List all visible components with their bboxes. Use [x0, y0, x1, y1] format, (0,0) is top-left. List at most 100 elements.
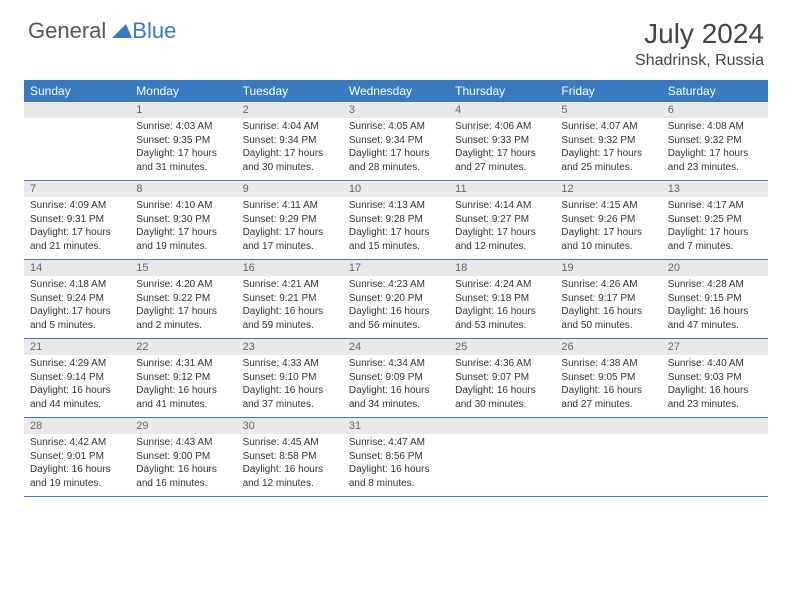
day-number: 5 — [555, 102, 661, 118]
daylight-line: and 10 minutes. — [561, 240, 655, 254]
day-number: 26 — [555, 339, 661, 355]
sunrise-line: Sunrise: 4:20 AM — [136, 278, 230, 292]
sunset-line: Sunset: 9:27 PM — [455, 213, 549, 227]
day-cell: 24Sunrise: 4:34 AMSunset: 9:09 PMDayligh… — [343, 339, 449, 417]
week-row: 28 Sunrise: 4:42 AMSunset: 9:01 PM Dayligh… — [24, 418, 768, 497]
day-cell: 27Sunrise: 4:40 AMSunset: 9:03 PMDayligh… — [662, 339, 768, 417]
sunset-line: Sunset: 9:15 PM — [668, 292, 762, 306]
sunrise-line: Sunrise: 4:42 AM — [30, 436, 124, 450]
day-cell: 20Sunrise: 4:28 AMSunset: 9:15 PMDayligh… — [662, 260, 768, 338]
daylight-line: and 23 minutes. — [668, 161, 762, 175]
sunset-line: Sunset: 9:09 PM — [349, 371, 443, 385]
sunset-line: Sunset: 9:01 PM — [30, 450, 124, 464]
day-number — [24, 102, 130, 118]
daylight-line: and 50 minutes. — [561, 319, 655, 333]
sunset-line: Sunset: 9:00 PM — [136, 450, 230, 464]
sunset-line: Sunset: 9:14 PM — [30, 371, 124, 385]
day-number: 7 — [24, 181, 130, 197]
day-number: 28 — [24, 418, 130, 434]
day-number: 8 — [130, 181, 236, 197]
week-row: 21 Sunrise: 4:29 AMSunset: 9:14 PM Dayligh… — [24, 339, 768, 418]
daylight-line: Daylight: 16 hours — [455, 384, 549, 398]
day-number: 25 — [449, 339, 555, 355]
day-cell: 12Sunrise: 4:15 AMSunset: 9:26 PMDayligh… — [555, 181, 661, 259]
day-number: 11 — [449, 181, 555, 197]
daylight-line: and 12 minutes. — [455, 240, 549, 254]
daylight-line: and 19 minutes. — [136, 240, 230, 254]
day-cell: 9Sunrise: 4:11 AMSunset: 9:29 PMDaylight… — [237, 181, 343, 259]
day-cell: 14Sunrise: 4:18 AMSunset: 9:24 PMDayligh… — [24, 260, 130, 338]
sunrise-line: Sunrise: 4:03 AM — [136, 120, 230, 134]
day-number: 9 — [237, 181, 343, 197]
daylight-line: and 30 minutes. — [243, 161, 337, 175]
daylight-line: and 44 minutes. — [30, 398, 124, 412]
daylight-line: and 53 minutes. — [455, 319, 549, 333]
sunrise-line: Sunrise: 4:31 AM — [136, 357, 230, 371]
sunrise-line: Sunrise: 4:09 AM — [30, 199, 124, 213]
day-number: 21 — [24, 339, 130, 355]
day-cell — [555, 418, 661, 496]
sunrise-line: Sunrise: 4:10 AM — [136, 199, 230, 213]
daylight-line: Daylight: 16 hours — [349, 463, 443, 477]
daylight-line: Daylight: 17 hours — [136, 147, 230, 161]
daylight-line: Daylight: 17 hours — [136, 305, 230, 319]
daylight-line: Daylight: 16 hours — [455, 305, 549, 319]
day-number — [449, 418, 555, 434]
day-cell — [449, 418, 555, 496]
sunset-line: Sunset: 9:31 PM — [30, 213, 124, 227]
day-number: 17 — [343, 260, 449, 276]
logo-text-general: General — [28, 18, 106, 44]
day-cell: 13Sunrise: 4:17 AMSunset: 9:25 PMDayligh… — [662, 181, 768, 259]
daylight-line: Daylight: 17 hours — [561, 147, 655, 161]
day-number: 31 — [343, 418, 449, 434]
day-cell: 22Sunrise: 4:31 AMSunset: 9:12 PMDayligh… — [130, 339, 236, 417]
daylight-line: Daylight: 17 hours — [561, 226, 655, 240]
daylight-line: and 28 minutes. — [349, 161, 443, 175]
sunset-line: Sunset: 9:32 PM — [668, 134, 762, 148]
sunrise-line: Sunrise: 4:06 AM — [455, 120, 549, 134]
month-title: July 2024 — [635, 18, 764, 50]
day-cell: 26Sunrise: 4:38 AMSunset: 9:05 PMDayligh… — [555, 339, 661, 417]
daylight-line: Daylight: 16 hours — [668, 305, 762, 319]
day-number: 3 — [343, 102, 449, 118]
day-number: 18 — [449, 260, 555, 276]
daylight-line: Daylight: 16 hours — [243, 384, 337, 398]
week-row: 1Sunrise: 4:03 AMSunset: 9:35 PMDaylight… — [24, 102, 768, 181]
day-cell: 3Sunrise: 4:05 AMSunset: 9:34 PMDaylight… — [343, 102, 449, 180]
sunrise-line: Sunrise: 4:36 AM — [455, 357, 549, 371]
daylight-line: and 23 minutes. — [668, 398, 762, 412]
sunrise-line: Sunrise: 4:40 AM — [668, 357, 762, 371]
sunset-line: Sunset: 9:17 PM — [561, 292, 655, 306]
day-cell: 5Sunrise: 4:07 AMSunset: 9:32 PMDaylight… — [555, 102, 661, 180]
sunset-line: Sunset: 9:21 PM — [243, 292, 337, 306]
day-cell: 21Sunrise: 4:29 AMSunset: 9:14 PMDayligh… — [24, 339, 130, 417]
sunrise-line: Sunrise: 4:18 AM — [30, 278, 124, 292]
day-cell: 29Sunrise: 4:43 AMSunset: 9:00 PMDayligh… — [130, 418, 236, 496]
day-number — [662, 418, 768, 434]
day-cell — [662, 418, 768, 496]
day-number: 10 — [343, 181, 449, 197]
sunrise-line: Sunrise: 4:07 AM — [561, 120, 655, 134]
sunset-line: Sunset: 9:24 PM — [30, 292, 124, 306]
day-number: 23 — [237, 339, 343, 355]
sunset-line: Sunset: 9:29 PM — [243, 213, 337, 227]
daylight-line: and 31 minutes. — [136, 161, 230, 175]
daylight-line: Daylight: 17 hours — [349, 147, 443, 161]
daylight-line: and 59 minutes. — [243, 319, 337, 333]
daylight-line: and 5 minutes. — [30, 319, 124, 333]
sunset-line: Sunset: 9:10 PM — [243, 371, 337, 385]
logo: General Blue — [28, 18, 176, 44]
sunset-line: Sunset: 9:26 PM — [561, 213, 655, 227]
daylight-line: Daylight: 16 hours — [349, 384, 443, 398]
daylight-line: and 27 minutes. — [455, 161, 549, 175]
daylight-line: Daylight: 16 hours — [136, 463, 230, 477]
sunrise-line: Sunrise: 4:47 AM — [349, 436, 443, 450]
day-cell: 19Sunrise: 4:26 AMSunset: 9:17 PMDayligh… — [555, 260, 661, 338]
daylight-line: Daylight: 17 hours — [30, 226, 124, 240]
daylight-line: and 56 minutes. — [349, 319, 443, 333]
sunset-line: Sunset: 9:25 PM — [668, 213, 762, 227]
sunrise-line: Sunrise: 4:29 AM — [30, 357, 124, 371]
day-number: 30 — [237, 418, 343, 434]
day-cell: 23Sunrise: 4:33 AMSunset: 9:10 PMDayligh… — [237, 339, 343, 417]
sunset-line: Sunset: 9:30 PM — [136, 213, 230, 227]
